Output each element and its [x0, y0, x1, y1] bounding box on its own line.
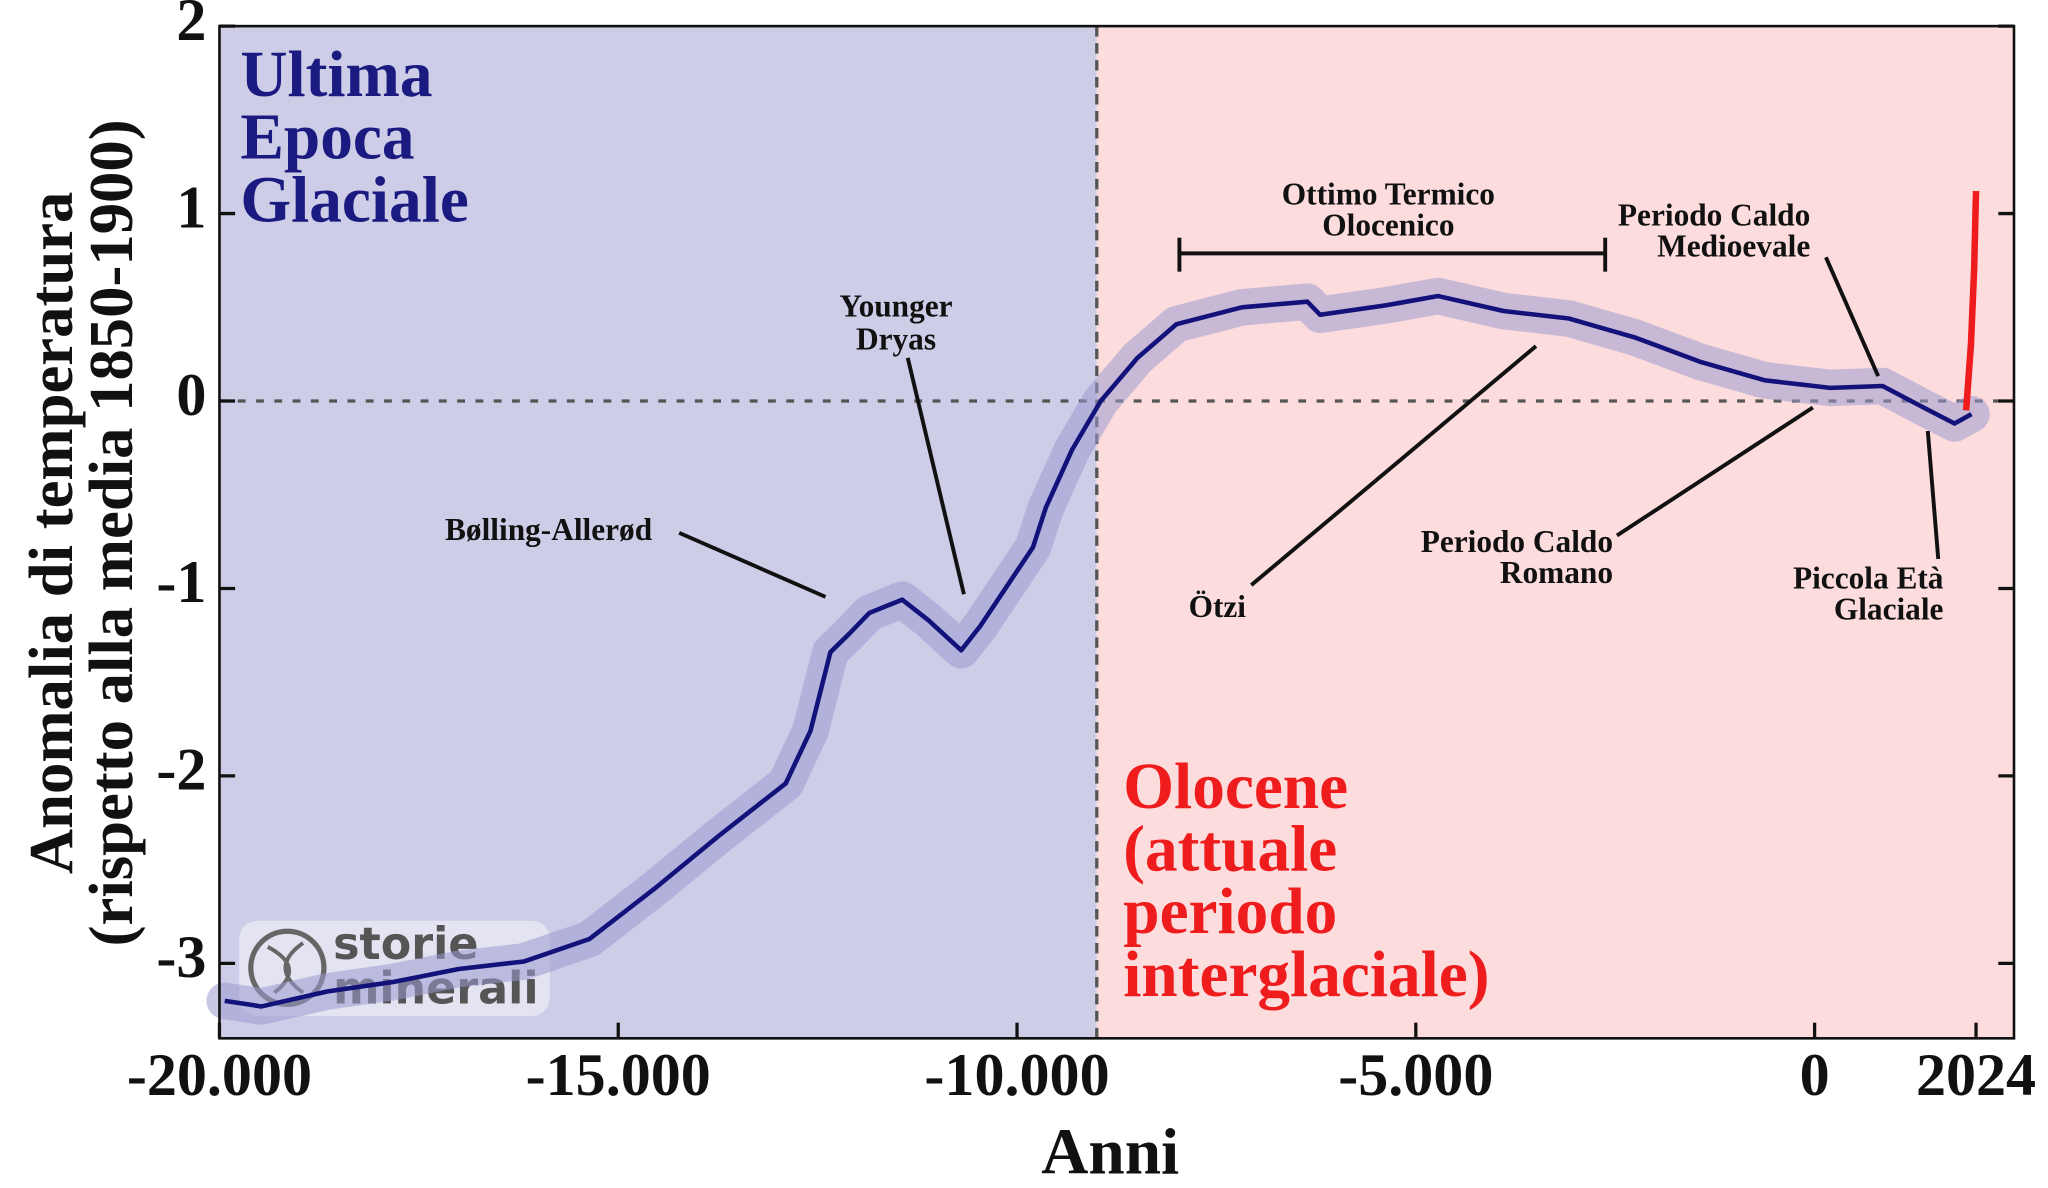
annotation: Dryas: [856, 321, 936, 356]
x-tick-label: -5.000: [1338, 1041, 1493, 1108]
annotation: Medioevale: [1657, 229, 1810, 264]
x-tick-label: 2024: [1916, 1041, 2036, 1108]
plot-frame: [218, 24, 2016, 1040]
y-tick-label: 1: [176, 173, 206, 240]
series-line: [1962, 190, 1980, 411]
x-axis-label: Anni: [1041, 1116, 1179, 1188]
y-tick-label: 0: [176, 361, 206, 428]
annotation: Periodo Caldo: [1618, 197, 1810, 232]
x-tick-label: -20.000: [127, 1041, 312, 1108]
holocene-region: [1096, 26, 2014, 1039]
region-label: Epoca: [240, 102, 414, 174]
y-tick-label: -3: [156, 923, 206, 990]
y-axis-label: Anomalia di temperatura: [16, 192, 86, 875]
region-label: periodo: [1123, 876, 1337, 948]
region-label: interglaciale): [1123, 939, 1489, 1011]
x-tick-label: -15.000: [526, 1041, 711, 1108]
y-tick-label: -1: [156, 548, 206, 615]
annotation-line: [1249, 344, 1538, 587]
annotation: Ottimo Termico: [1282, 176, 1495, 211]
annotation-line: [1925, 430, 1941, 560]
region-label: Glaciale: [240, 164, 468, 236]
series-line: [224, 293, 1973, 1009]
annotation: Bølling-Allerød: [445, 512, 653, 547]
annotation: Ötzi: [1189, 589, 1247, 624]
annotation: Olocenico: [1322, 208, 1454, 243]
region-label: (attuale: [1123, 813, 1337, 885]
annotation-line: [678, 531, 827, 599]
annotation-line: [1824, 256, 1880, 377]
annotation: Romano: [1500, 555, 1613, 590]
annotation: Piccola Età: [1793, 560, 1944, 595]
y-tick-label: 2: [176, 0, 206, 53]
y-tick-label: -2: [156, 736, 206, 803]
y-axis-label: (rispetto alla media 1850-1900): [76, 119, 146, 946]
annotation: Glaciale: [1834, 592, 1944, 627]
annotation: Younger: [839, 289, 952, 324]
region-label: Ultima: [240, 39, 432, 111]
annotation-line: [1615, 405, 1814, 538]
region-label: Olocene: [1123, 751, 1348, 823]
annotation: Periodo Caldo: [1421, 524, 1613, 559]
x-tick-label: -10.000: [924, 1041, 1109, 1108]
annotation-line: [905, 357, 966, 595]
x-tick-label: 0: [1800, 1041, 1830, 1108]
